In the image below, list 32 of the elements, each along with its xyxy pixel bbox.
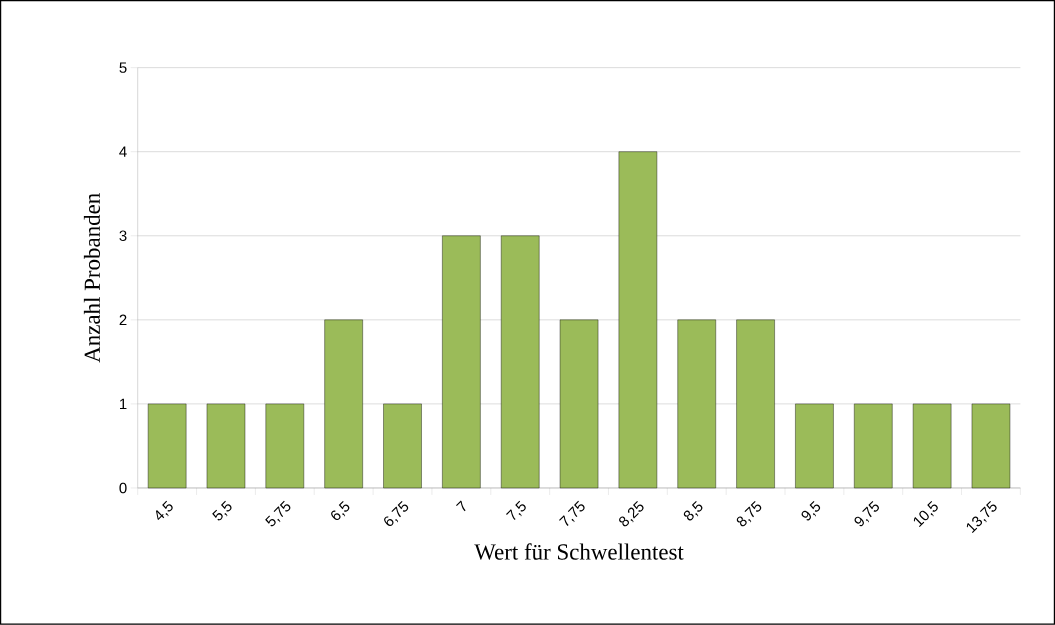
bar [383, 403, 422, 489]
bar [736, 319, 775, 489]
bar [854, 403, 893, 489]
bar [559, 319, 599, 489]
x-tick-label: 5,5 [212, 500, 232, 521]
y-tick-label: 4 [119, 146, 127, 158]
x-tick-label: 7,75 [559, 501, 585, 527]
y-tick-label: 2 [119, 314, 127, 326]
y-tick-label: 5 [119, 62, 127, 74]
y-tick-label: 1 [120, 398, 127, 410]
x-tick-label: 8,5 [683, 501, 703, 521]
x-tick-label: 6,75 [384, 501, 409, 527]
bar [206, 403, 246, 489]
bar [265, 403, 305, 489]
bar [500, 235, 540, 489]
y-tick-label: 3 [119, 230, 127, 242]
bar [677, 319, 716, 489]
x-tick-label: 6,5 [331, 501, 350, 521]
y-axis-title: Anzahl Probanden [83, 193, 101, 363]
x-tick-label: 7 [456, 500, 466, 512]
bar [912, 403, 952, 489]
x-tick-label: 7,5 [506, 500, 526, 521]
bar [324, 319, 363, 489]
x-axis-title: Wert für Schwellentest [474, 543, 684, 561]
x-tick-label: 9,5 [801, 501, 821, 521]
x-tick-label: 4,5 [156, 500, 173, 521]
bar [442, 235, 481, 489]
bar [147, 403, 187, 489]
bar [795, 403, 834, 489]
y-tick-label: 0 [119, 482, 127, 494]
bar [971, 403, 1011, 489]
bar [618, 151, 658, 489]
